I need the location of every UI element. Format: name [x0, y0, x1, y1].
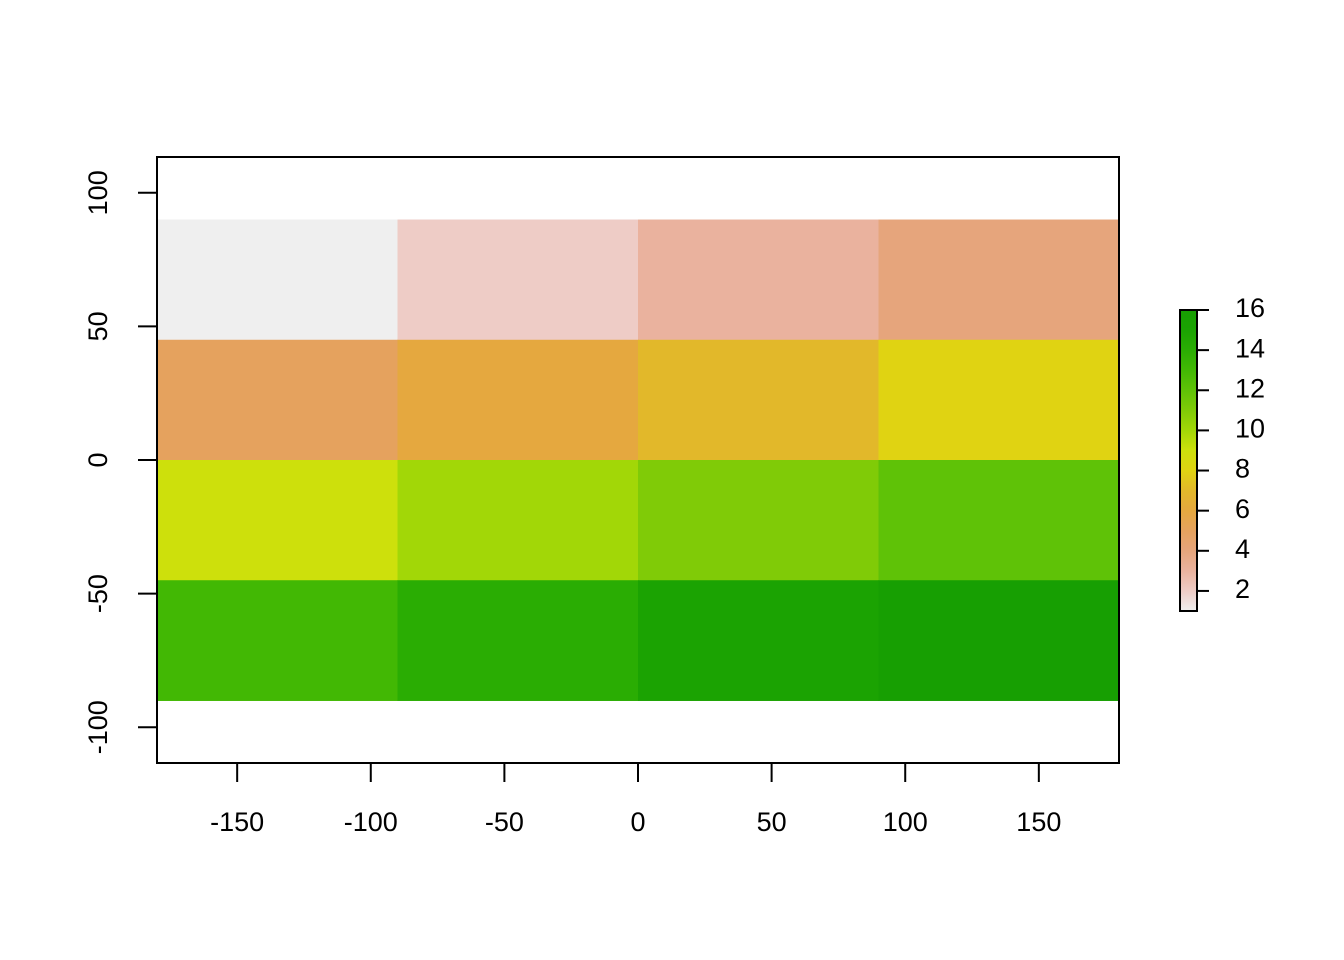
- heat-cell: [157, 339, 398, 461]
- colorbar-tick-label: 2: [1235, 574, 1250, 604]
- heat-cell: [397, 339, 639, 461]
- y-tick-label: -50: [83, 574, 113, 613]
- colorbar-tick-label: 8: [1235, 454, 1250, 484]
- heat-cell: [638, 339, 879, 461]
- heat-cell: [878, 460, 1120, 581]
- heat-cell: [638, 580, 879, 701]
- x-tick-label: 50: [757, 807, 787, 837]
- heat-cell: [878, 219, 1120, 341]
- colorbar-tick-label: 10: [1235, 414, 1265, 444]
- heat-cell: [878, 339, 1120, 461]
- heat-cell: [157, 580, 398, 701]
- y-tick-label: 0: [83, 452, 113, 467]
- heat-cell: [157, 460, 398, 581]
- x-tick-label: 100: [883, 807, 928, 837]
- y-tick-label: 100: [83, 170, 113, 215]
- heat-cell: [397, 219, 639, 341]
- x-tick-label: 0: [630, 807, 645, 837]
- y-tick-label: 50: [83, 311, 113, 341]
- x-tick-label: 150: [1016, 807, 1061, 837]
- heat-cell: [638, 460, 879, 581]
- colorbar-tick-label: 14: [1235, 333, 1265, 363]
- x-tick-label: -150: [210, 807, 264, 837]
- colorbar: [1179, 309, 1198, 612]
- colorbar-tick-label: 6: [1235, 494, 1250, 524]
- colorbar-tick-label: 16: [1235, 293, 1265, 323]
- colorbar-tick-label: 4: [1235, 534, 1250, 564]
- heat-cell: [397, 460, 639, 581]
- heat-cell: [397, 580, 639, 701]
- x-tick-label: -50: [485, 807, 524, 837]
- heat-cell: [878, 580, 1120, 701]
- y-tick-label: -100: [83, 700, 113, 754]
- x-tick-label: -100: [344, 807, 398, 837]
- colorbar-tick-label: 12: [1235, 373, 1265, 403]
- heat-cell: [157, 219, 398, 341]
- heat-cell: [638, 219, 879, 341]
